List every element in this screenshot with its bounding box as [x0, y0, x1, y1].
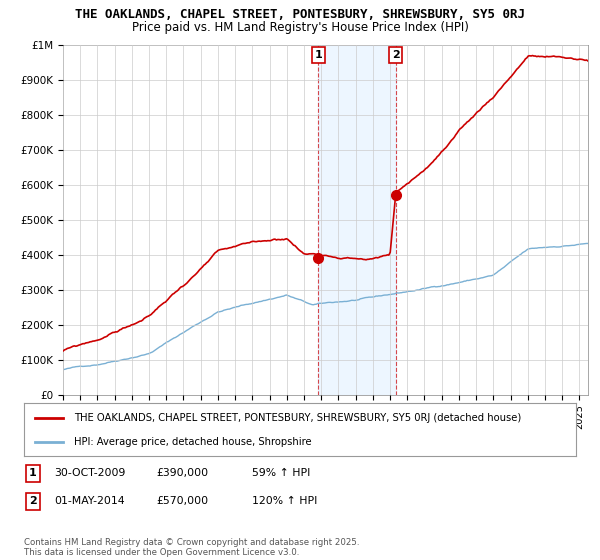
Text: THE OAKLANDS, CHAPEL STREET, PONTESBURY, SHREWSBURY, SY5 0RJ (detached house): THE OAKLANDS, CHAPEL STREET, PONTESBURY,… [74, 413, 521, 423]
Text: £390,000: £390,000 [156, 468, 208, 478]
Text: 2: 2 [392, 50, 400, 60]
Text: 2: 2 [29, 496, 37, 506]
Text: 1: 1 [314, 50, 322, 60]
Text: 30-OCT-2009: 30-OCT-2009 [54, 468, 125, 478]
Bar [318, 45, 396, 395]
Text: 1: 1 [29, 468, 37, 478]
Text: THE OAKLANDS, CHAPEL STREET, PONTESBURY, SHREWSBURY, SY5 0RJ: THE OAKLANDS, CHAPEL STREET, PONTESBURY,… [75, 8, 525, 21]
Text: HPI: Average price, detached house, Shropshire: HPI: Average price, detached house, Shro… [74, 436, 311, 446]
Text: Contains HM Land Registry data © Crown copyright and database right 2025.
This d: Contains HM Land Registry data © Crown c… [24, 538, 359, 557]
Text: Price paid vs. HM Land Registry's House Price Index (HPI): Price paid vs. HM Land Registry's House … [131, 21, 469, 34]
Text: 59% ↑ HPI: 59% ↑ HPI [252, 468, 310, 478]
Text: £570,000: £570,000 [156, 496, 208, 506]
Text: 01-MAY-2014: 01-MAY-2014 [54, 496, 125, 506]
Text: 120% ↑ HPI: 120% ↑ HPI [252, 496, 317, 506]
